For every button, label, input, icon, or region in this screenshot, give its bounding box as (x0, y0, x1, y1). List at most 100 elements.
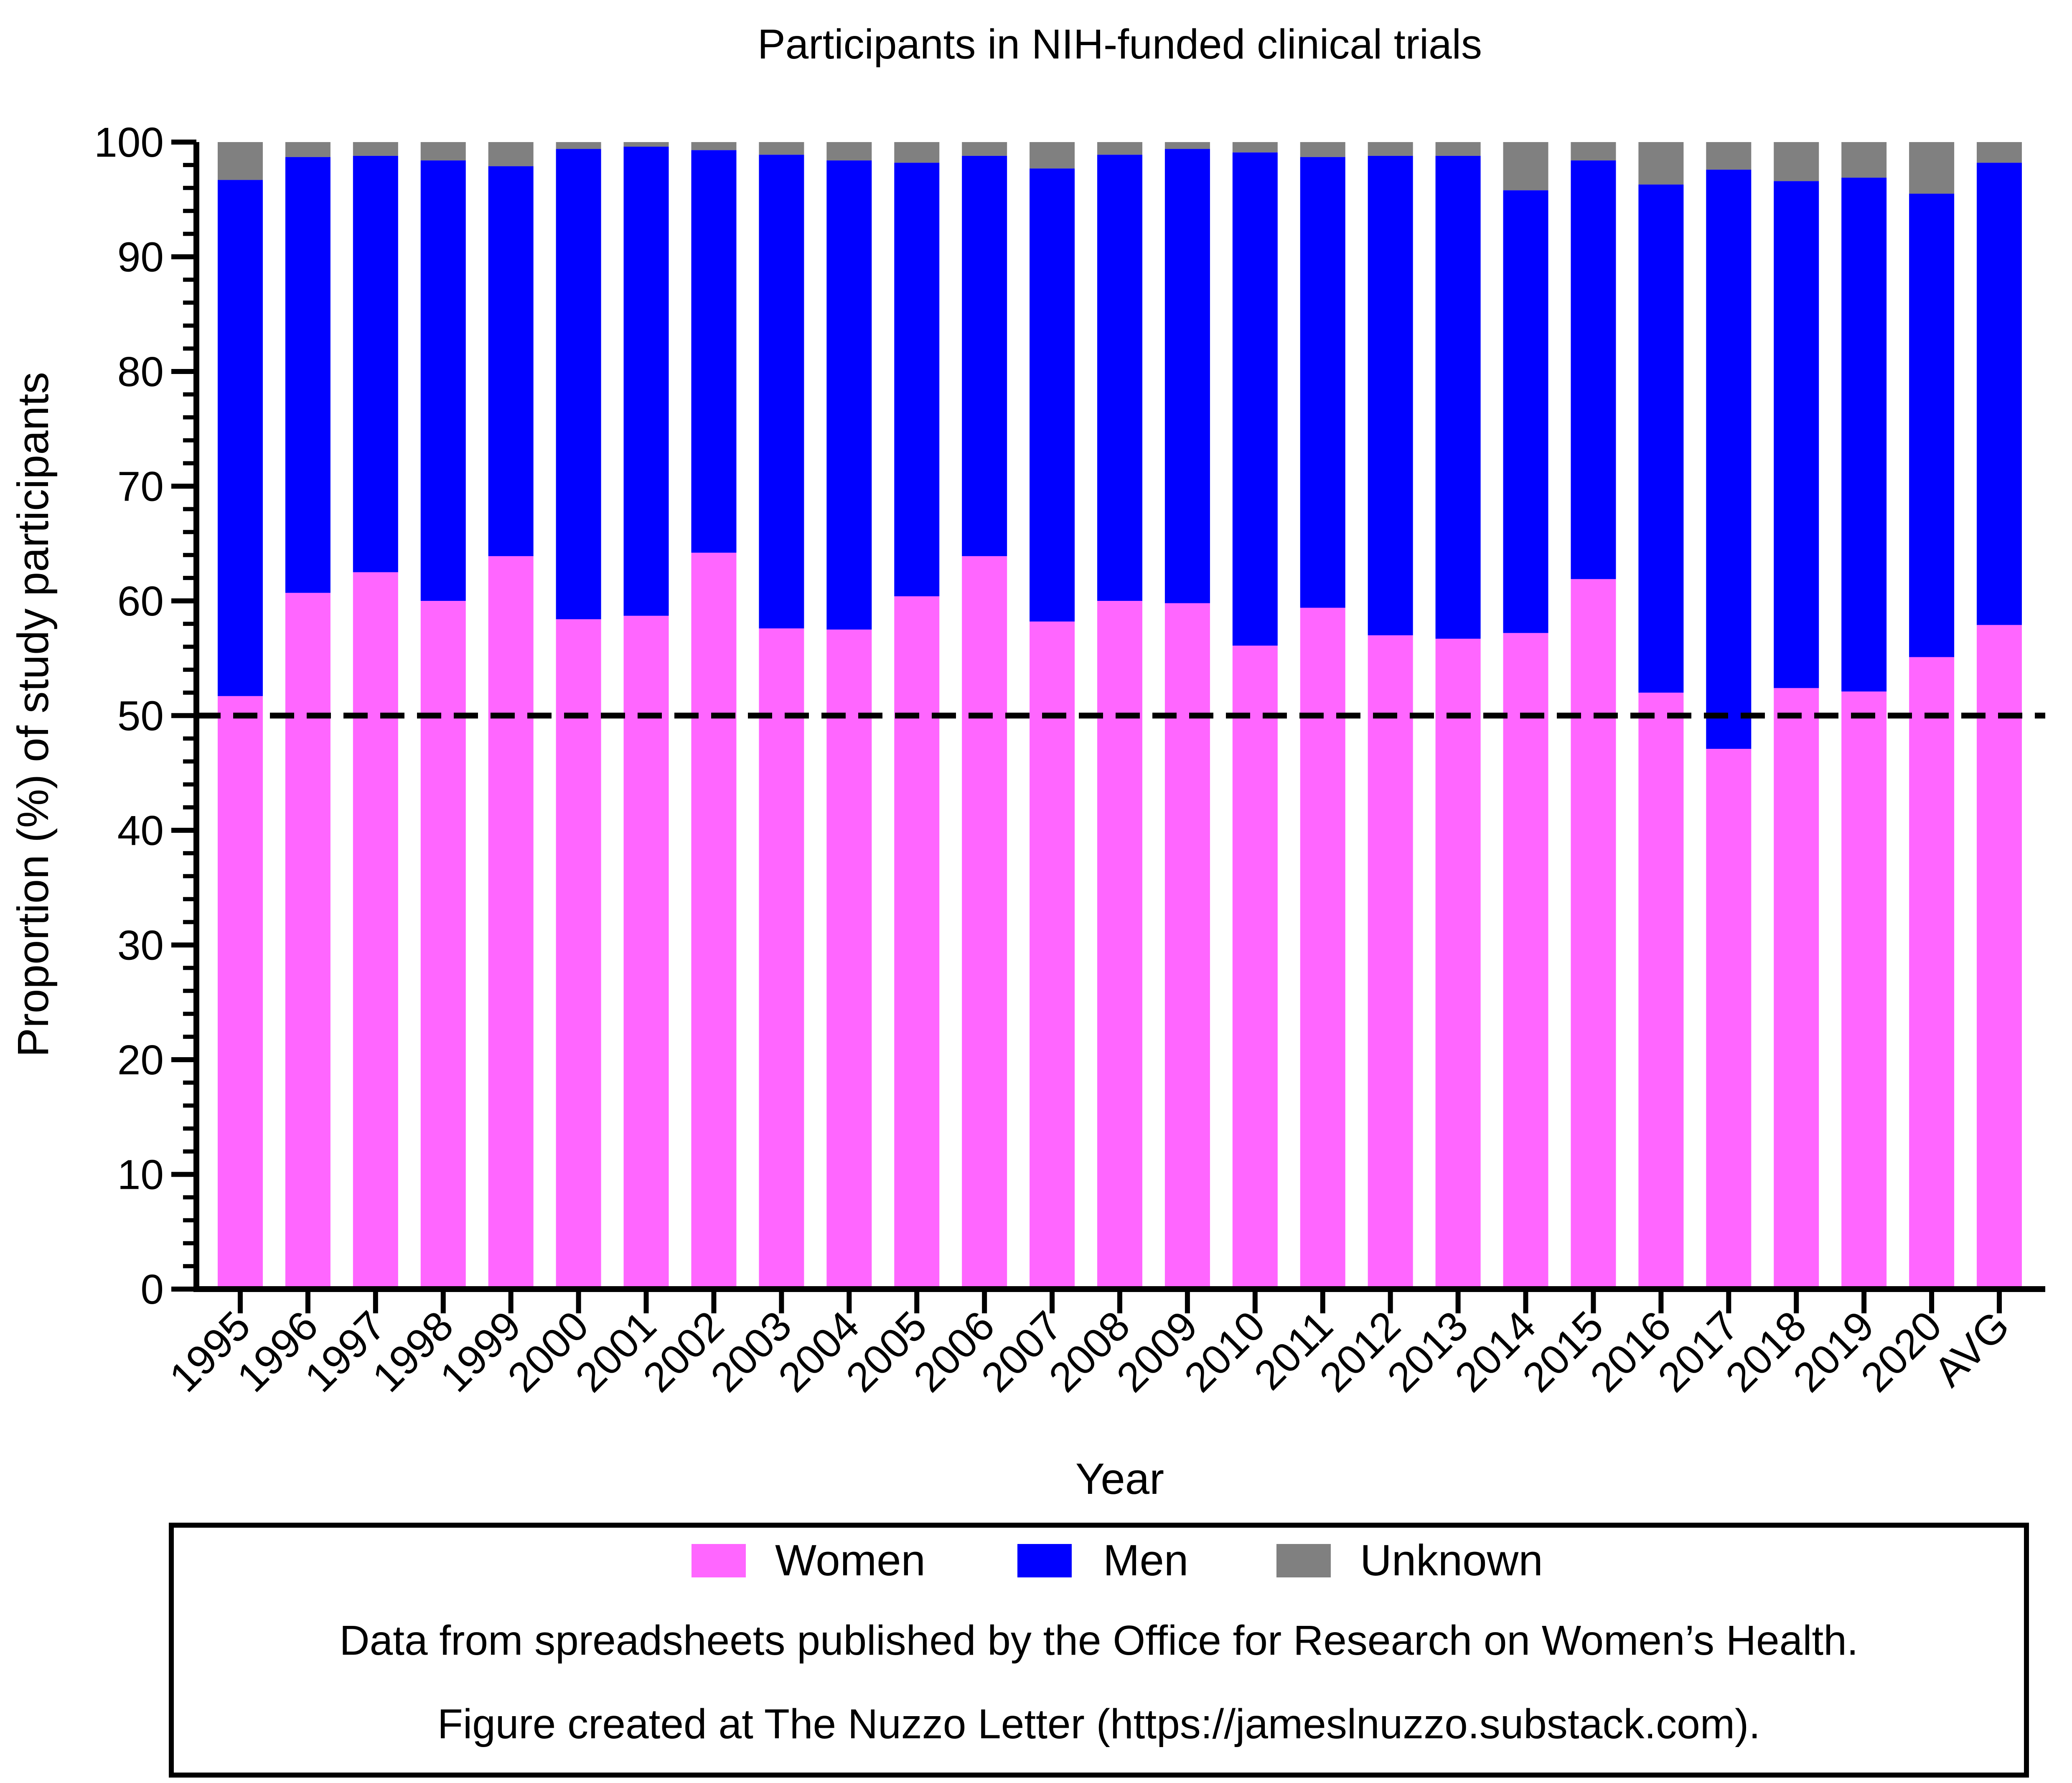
bar-women-2003 (759, 628, 804, 1289)
bar-men-2011 (1300, 157, 1345, 608)
bar-unknown-avg (1977, 142, 2022, 163)
bars-group (218, 142, 2022, 1289)
credit-note: Figure created at The Nuzzo Letter (http… (437, 1701, 1760, 1747)
bar-men-avg (1977, 163, 2022, 625)
bar-unknown-2001 (623, 142, 669, 147)
bar-unknown-1997 (353, 142, 398, 156)
bar-women-2017 (1706, 749, 1752, 1289)
bar-men-2015 (1571, 160, 1616, 579)
bar-men-2008 (1097, 155, 1142, 601)
bar-men-2009 (1164, 149, 1210, 603)
bar-men-1999 (488, 166, 534, 556)
bar-unknown-1996 (285, 142, 331, 157)
bar-men-2002 (691, 150, 737, 553)
legend-label-women: Women (775, 1536, 925, 1585)
bar-women-1997 (353, 572, 398, 1289)
y-tick-label: 30 (117, 922, 164, 969)
bar-unknown-1999 (488, 142, 534, 166)
bar-unknown-2006 (962, 142, 1007, 156)
source-note: Data from spreadsheets published by the … (339, 1617, 1858, 1664)
bar-unknown-2009 (1164, 142, 1210, 149)
bar-unknown-2011 (1300, 142, 1345, 157)
bar-men-1995 (218, 180, 263, 696)
y-tick-label: 100 (94, 119, 164, 166)
bar-women-2013 (1435, 638, 1481, 1289)
bar-men-2003 (759, 155, 804, 628)
bar-unknown-2013 (1435, 142, 1481, 156)
bar-unknown-2002 (691, 142, 737, 150)
bar-men-2020 (1909, 193, 1955, 657)
bar-unknown-2012 (1368, 142, 1413, 156)
bar-men-2019 (1841, 178, 1887, 692)
bar-men-2014 (1503, 190, 1548, 633)
y-axis-ticks: 0 10 20 30 40 50 60 70 80 90 100 (94, 119, 196, 1313)
bar-unknown-2010 (1232, 142, 1278, 153)
y-tick-label: 10 (117, 1152, 164, 1198)
bar-women-1998 (420, 601, 466, 1289)
legend-label-men: Men (1103, 1536, 1188, 1585)
bar-women-2012 (1368, 635, 1413, 1289)
bar-women-1999 (488, 556, 534, 1289)
bar-men-2006 (962, 155, 1007, 556)
bar-men-2016 (1638, 184, 1684, 693)
bar-men-2005 (894, 163, 940, 597)
bar-women-2009 (1164, 603, 1210, 1289)
bar-unknown-2019 (1841, 142, 1887, 178)
bar-unknown-2015 (1571, 142, 1616, 160)
bar-unknown-2007 (1030, 142, 1075, 169)
legend-box (169, 1523, 2029, 1778)
bar-women-2011 (1300, 608, 1345, 1289)
bar-men-2000 (556, 149, 601, 619)
legend-label-unknown: Unknown (1360, 1536, 1543, 1585)
bar-women-2015 (1571, 579, 1616, 1289)
legend-swatch-men (1017, 1544, 1072, 1577)
bar-women-2020 (1909, 657, 1955, 1289)
y-tick-label: 50 (117, 693, 164, 740)
y-tick-label: 90 (117, 234, 164, 281)
x-axis-label: Year (1075, 1455, 1164, 1503)
bar-men-2017 (1706, 169, 1752, 749)
bar-unknown-2018 (1774, 142, 1819, 181)
bar-men-2007 (1030, 168, 1075, 622)
bar-women-2007 (1030, 621, 1075, 1289)
bar-unknown-2000 (556, 142, 601, 149)
y-tick-label: 60 (117, 578, 164, 625)
bar-women-2010 (1232, 646, 1278, 1289)
bar-unknown-2008 (1097, 142, 1142, 155)
bar-unknown-2017 (1706, 142, 1752, 170)
bar-men-2018 (1774, 181, 1819, 688)
bar-men-2010 (1232, 152, 1278, 646)
bar-men-2013 (1435, 155, 1481, 639)
bar-women-2001 (623, 616, 669, 1289)
bar-men-1998 (420, 160, 466, 601)
legend: Women Men Unknown (692, 1536, 1543, 1585)
y-tick-label: 20 (117, 1037, 164, 1084)
legend-swatch-unknown (1276, 1544, 1331, 1577)
bar-unknown-2005 (894, 142, 940, 163)
bar-women-avg (1977, 625, 2022, 1289)
bar-women-2008 (1097, 601, 1142, 1289)
bar-women-2004 (826, 629, 872, 1289)
bar-unknown-1998 (420, 142, 466, 160)
chart-title: Participants in NIH-funded clinical tria… (758, 21, 1482, 68)
bar-women-2002 (691, 552, 737, 1289)
bar-men-1997 (353, 155, 398, 572)
bar-women-2019 (1841, 691, 1887, 1289)
bar-men-1996 (285, 157, 331, 593)
bar-women-1996 (285, 593, 331, 1289)
bar-unknown-2014 (1503, 142, 1548, 191)
x-tick-label-avg: AVG (1925, 1302, 2018, 1395)
bar-women-1995 (218, 696, 263, 1289)
bar-unknown-2020 (1909, 142, 1955, 194)
bar-women-2000 (556, 619, 601, 1289)
bar-women-2018 (1774, 688, 1819, 1289)
bar-unknown-2004 (826, 142, 872, 160)
y-tick-label: 70 (117, 463, 164, 510)
bar-women-2005 (894, 596, 940, 1289)
bar-women-2006 (962, 556, 1007, 1289)
bar-men-2004 (826, 160, 872, 630)
bar-unknown-2016 (1638, 142, 1684, 185)
bar-men-2012 (1368, 155, 1413, 636)
bar-men-2001 (623, 146, 669, 616)
